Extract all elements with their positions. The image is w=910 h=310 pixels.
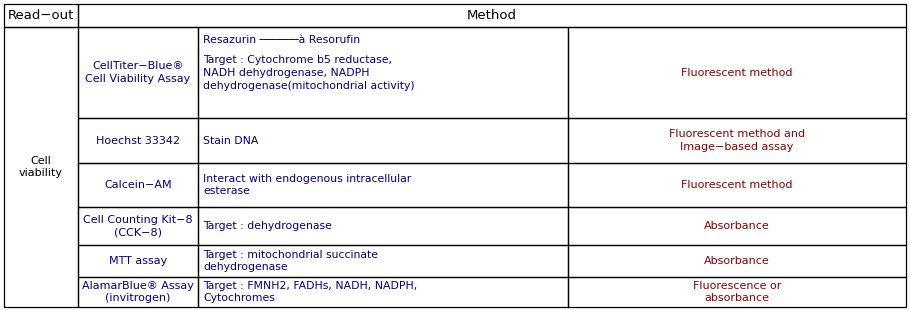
Text: Read−out: Read−out (8, 9, 75, 22)
Bar (568, 163, 906, 207)
Text: Target : Cytochrome b5 reductase,
NADH dehydrogenase, NADPH
dehydrogenase(mitoch: Target : Cytochrome b5 reductase, NADH d… (203, 55, 415, 91)
Bar (568, 27, 906, 118)
Text: Interact with endogenous intracellular
esterase: Interact with endogenous intracellular e… (203, 174, 411, 197)
Bar (4, 27, 78, 307)
Text: Target : dehydrogenase: Target : dehydrogenase (203, 221, 332, 231)
Text: Stain DNA: Stain DNA (203, 135, 258, 145)
Text: Fluorescent method and
Image−based assay: Fluorescent method and Image−based assay (669, 129, 805, 152)
Bar (198, 245, 568, 277)
Text: Fluorescent method: Fluorescent method (682, 68, 793, 78)
Bar (198, 163, 568, 207)
Text: Cell Counting Kit−8
(CCK−8): Cell Counting Kit−8 (CCK−8) (83, 215, 193, 237)
Text: MTT assay: MTT assay (109, 256, 167, 266)
Bar (78, 4, 906, 27)
Text: Cell
viability: Cell viability (19, 156, 63, 178)
Bar (198, 27, 568, 118)
Text: Target : mitochondrial succinate
dehydrogenase: Target : mitochondrial succinate dehydro… (203, 250, 378, 272)
Bar (568, 277, 906, 307)
Bar (198, 207, 568, 245)
Text: Fluorescent method: Fluorescent method (682, 180, 793, 190)
Bar (78, 163, 198, 207)
Bar (78, 207, 198, 245)
Bar (198, 118, 568, 163)
Bar (78, 27, 198, 118)
Text: Fluorescence or
absorbance: Fluorescence or absorbance (693, 281, 781, 303)
Bar (568, 118, 906, 163)
Bar (78, 245, 198, 277)
Bar (568, 245, 906, 277)
Text: Absorbance: Absorbance (704, 221, 770, 231)
Text: Hoechst 33342: Hoechst 33342 (96, 135, 180, 145)
Text: Target : FMNH2, FADHs, NADH, NADPH,
Cytochromes: Target : FMNH2, FADHs, NADH, NADPH, Cyto… (203, 281, 418, 303)
Bar (78, 277, 198, 307)
Text: Resazurin ──────à Resorufin: Resazurin ──────à Resorufin (203, 35, 360, 45)
Bar (78, 118, 198, 163)
Bar (4, 4, 78, 27)
Text: Method: Method (467, 9, 517, 22)
Text: AlamarBlue® Assay
(invitrogen): AlamarBlue® Assay (invitrogen) (82, 281, 194, 303)
Bar (198, 277, 568, 307)
Text: CellTiter−Blue®
Cell Viability Assay: CellTiter−Blue® Cell Viability Assay (86, 61, 190, 84)
Text: Absorbance: Absorbance (704, 256, 770, 266)
Bar (568, 207, 906, 245)
Text: Calcein−AM: Calcein−AM (104, 180, 172, 190)
